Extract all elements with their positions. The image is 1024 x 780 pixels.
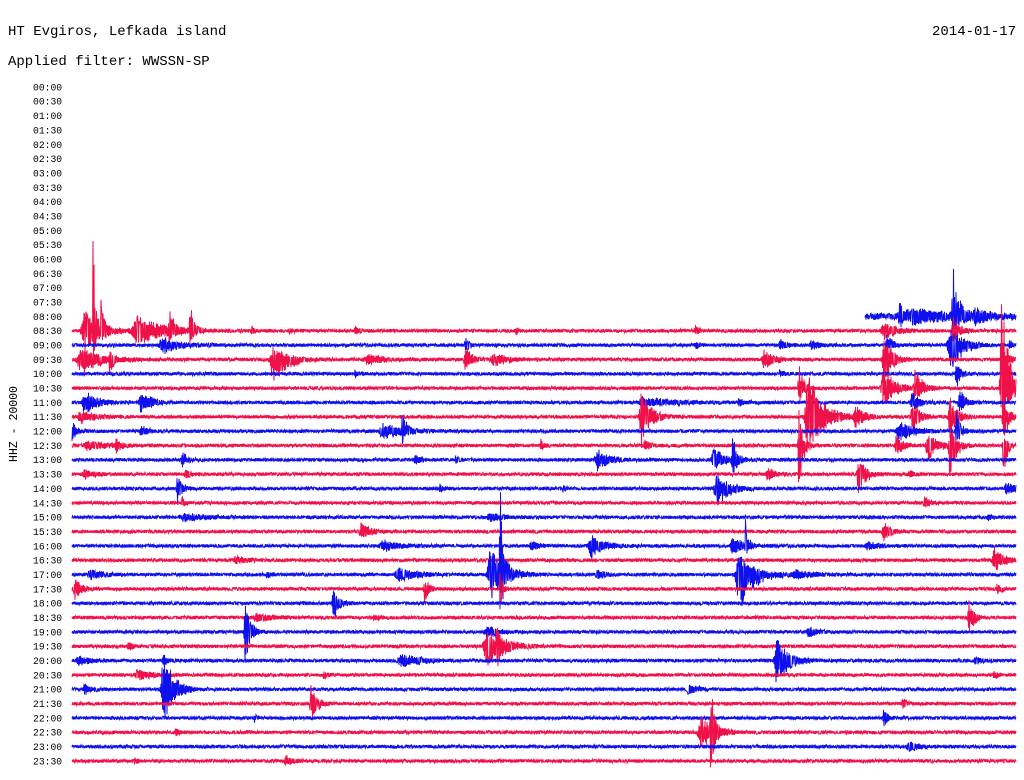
seismic-trace-1600 bbox=[71, 519, 1017, 559]
ytick-label: 07:00 bbox=[33, 283, 62, 294]
seismic-trace-1030 bbox=[71, 304, 1017, 423]
seismic-trace-1830 bbox=[71, 600, 1017, 633]
seismic-trace-1530 bbox=[71, 522, 1017, 542]
ytick-label: 09:00 bbox=[33, 341, 62, 352]
seismic-trace-2130 bbox=[71, 685, 1017, 720]
ytick-label: 04:00 bbox=[33, 197, 62, 208]
seismic-trace-0900 bbox=[71, 330, 1017, 367]
ytick-label: 07:30 bbox=[33, 298, 62, 309]
seismic-trace-0830 bbox=[71, 240, 1017, 357]
ytick-label: 14:00 bbox=[33, 484, 62, 495]
ytick-label: 17:30 bbox=[33, 584, 62, 595]
seismic-trace-1300 bbox=[71, 438, 1017, 473]
seismic-trace-1230 bbox=[71, 409, 1017, 483]
seismic-trace-2030 bbox=[71, 669, 1017, 681]
ytick-label: 00:30 bbox=[33, 97, 62, 108]
date-label: 2014-01-17 bbox=[932, 24, 1016, 40]
ytick-label: 09:30 bbox=[33, 355, 62, 366]
ytick-label: 12:00 bbox=[33, 427, 62, 438]
ytick-label: 05:00 bbox=[33, 226, 62, 237]
seismic-trace-2300 bbox=[71, 741, 1017, 752]
seismic-trace-1700 bbox=[71, 492, 1017, 610]
ytick-label: 17:00 bbox=[33, 570, 62, 581]
traces bbox=[71, 240, 1017, 768]
seismic-trace-1800 bbox=[71, 590, 1017, 618]
ytick-label: 19:30 bbox=[33, 642, 62, 653]
ytick-label: 03:30 bbox=[33, 183, 62, 194]
ytick-label: 06:30 bbox=[33, 269, 62, 280]
seismic-trace-1100 bbox=[71, 391, 1017, 413]
ytick-label: 15:00 bbox=[33, 513, 62, 524]
ytick-label: 08:30 bbox=[33, 326, 62, 337]
seismic-trace-1930 bbox=[71, 627, 1017, 667]
ytick-label: 12:30 bbox=[33, 441, 62, 452]
seismic-trace-1200 bbox=[71, 412, 1017, 445]
ytick-label: 10:30 bbox=[33, 384, 62, 395]
ytick-label: 13:00 bbox=[33, 455, 62, 466]
seismic-trace-1900 bbox=[71, 605, 1017, 663]
ytick-label: 19:00 bbox=[33, 627, 62, 638]
seismic-trace-1630 bbox=[71, 546, 1017, 570]
ytick-label: 10:00 bbox=[33, 369, 62, 380]
seismic-trace-1330 bbox=[71, 463, 1017, 493]
ytick-label: 04:30 bbox=[33, 211, 62, 222]
ytick-label: 21:00 bbox=[33, 685, 62, 696]
seismic-trace-2000 bbox=[71, 639, 1017, 683]
ytick-label: 01:00 bbox=[33, 111, 62, 122]
ytick-label: 02:30 bbox=[33, 154, 62, 165]
filter-label: Applied filter: WWSSN-SP bbox=[8, 54, 210, 70]
ytick-label: 23:30 bbox=[33, 756, 62, 767]
ytick-label: 20:30 bbox=[33, 670, 62, 681]
ytick-label: 13:30 bbox=[33, 470, 62, 481]
ytick-label: 02:00 bbox=[33, 140, 62, 151]
y-axis-label: HHZ - 20000 bbox=[8, 386, 21, 462]
ytick-label: 23:00 bbox=[33, 742, 62, 753]
ytick-label: 16:00 bbox=[33, 541, 62, 552]
seismic-trace-2200 bbox=[71, 709, 1017, 727]
ytick-label: 15:30 bbox=[33, 527, 62, 538]
station-title: HT Evgiros, Lefkada island bbox=[8, 24, 226, 40]
seismic-trace-2330 bbox=[71, 755, 1017, 766]
ytick-label: 08:00 bbox=[33, 312, 62, 323]
ytick-label: 20:00 bbox=[33, 656, 62, 667]
ytick-label: 16:30 bbox=[33, 556, 62, 567]
ytick-label: 05:30 bbox=[33, 240, 62, 251]
seismic-trace-2230 bbox=[71, 699, 1017, 768]
ytick-label: 18:00 bbox=[33, 599, 62, 610]
seismic-trace-1400 bbox=[71, 474, 1017, 505]
ytick-label: 21:30 bbox=[33, 699, 62, 710]
ytick-label: 11:00 bbox=[33, 398, 62, 409]
ytick-label: 22:00 bbox=[33, 713, 62, 724]
ytick-label: 06:00 bbox=[33, 254, 62, 265]
ytick-label: 00:00 bbox=[33, 82, 62, 93]
ytick-label: 03:00 bbox=[33, 168, 62, 179]
seismic-trace-0800 bbox=[864, 268, 1017, 342]
seismic-trace-1000 bbox=[71, 366, 1017, 387]
seismic-trace-1430 bbox=[71, 495, 1017, 508]
seismic-trace-0930 bbox=[71, 340, 1017, 385]
ytick-label: 18:30 bbox=[33, 613, 62, 624]
seismic-trace-1500 bbox=[71, 512, 1017, 523]
ytick-label: 14:30 bbox=[33, 498, 62, 509]
seismic-trace-2100 bbox=[71, 654, 1017, 719]
seismic-trace-1130 bbox=[71, 377, 1017, 451]
ytick-label: 22:30 bbox=[33, 728, 62, 739]
seismic-trace-1730 bbox=[71, 573, 1017, 605]
ytick-label: 11:30 bbox=[33, 412, 62, 423]
ytick-label: 01:30 bbox=[33, 125, 62, 136]
ytick-labels: 00:00 00:30 01:00 01:30 02:00 02:30 03:00 03:30… bbox=[33, 82, 62, 767]
